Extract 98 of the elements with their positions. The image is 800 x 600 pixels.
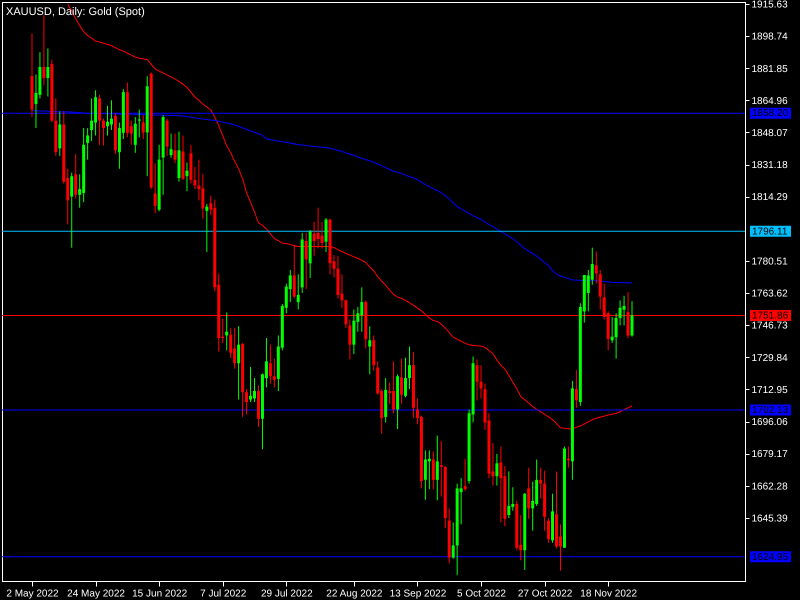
candlestick xyxy=(464,458,467,492)
y-tick-label: 1696.06 xyxy=(752,417,788,428)
x-tick-label: 13 Sep 2022 xyxy=(390,588,447,600)
x-tick-label: 5 Oct 2022 xyxy=(457,588,506,600)
candlestick xyxy=(507,470,510,519)
y-tick-label: 1780.51 xyxy=(752,256,788,268)
candlestick xyxy=(233,328,236,370)
candlestick xyxy=(452,522,455,560)
candlestick xyxy=(142,114,145,140)
y-tick-label: 1662.28 xyxy=(752,481,788,492)
candlestick xyxy=(316,207,320,249)
y-tick-label: 1831.18 xyxy=(752,160,788,172)
candlestick xyxy=(58,110,62,156)
candlestick xyxy=(480,364,483,399)
candlestick xyxy=(174,133,177,164)
candlestick xyxy=(296,274,300,310)
candlestick xyxy=(74,153,78,199)
candlestick xyxy=(312,221,316,256)
candlestick xyxy=(511,486,514,512)
candlestick xyxy=(368,326,372,375)
y-tick-label: 1679.17 xyxy=(752,449,788,460)
candlestick xyxy=(348,319,352,360)
candlestick xyxy=(46,48,50,98)
candlestick xyxy=(292,244,296,299)
y-tick-label: 1848.07 xyxy=(752,128,788,139)
candlestick xyxy=(154,162,157,214)
candlestick xyxy=(574,369,578,408)
candlestick xyxy=(499,446,502,523)
candlestick xyxy=(547,518,550,544)
candlestick xyxy=(352,308,356,354)
x-tick-label: 18 Nov 2022 xyxy=(580,588,638,600)
candlestick xyxy=(566,446,570,468)
candlestick xyxy=(408,346,411,390)
y-tick-label: 1881.85 xyxy=(752,64,788,75)
candlestick xyxy=(201,174,204,220)
candlestick xyxy=(610,316,614,344)
candlestick xyxy=(531,481,534,532)
x-tick-label: 2 May 2022 xyxy=(6,588,60,600)
x-tick-label: 7 Jul 2022 xyxy=(200,588,247,600)
x-tick-label: 22 Aug 2022 xyxy=(326,588,383,600)
candlestick xyxy=(90,98,94,142)
candlestick xyxy=(268,344,272,384)
candlestick xyxy=(185,162,188,192)
candlestick xyxy=(424,450,427,500)
y-tick-label: 1898.74 xyxy=(752,32,788,43)
ref-line-label: 1751.86 xyxy=(752,310,789,322)
x-tick-label: 24 May 2022 xyxy=(67,588,126,600)
candlestick xyxy=(622,295,626,326)
x-tick-label: 29 Jul 2022 xyxy=(260,588,314,600)
candlestick xyxy=(249,366,252,403)
candlestick xyxy=(237,326,240,400)
candlestick xyxy=(110,100,113,130)
candlestick xyxy=(324,218,328,253)
candlestick xyxy=(86,128,90,160)
candlestick xyxy=(436,435,439,501)
candlestick xyxy=(476,358,479,401)
candlestick xyxy=(193,166,196,190)
candlestick xyxy=(495,453,498,486)
candlestick xyxy=(630,300,634,338)
candlestick xyxy=(170,133,173,158)
candlestick xyxy=(106,105,109,136)
y-tick-label: 1763.62 xyxy=(752,288,788,300)
candlestick xyxy=(98,94,102,146)
y-tick-label: 1915.63 xyxy=(752,0,788,11)
candlestick xyxy=(404,357,408,398)
y-tick-label: 1645.39 xyxy=(752,513,788,524)
candlestick xyxy=(253,378,256,403)
candlestick xyxy=(432,450,435,490)
candlestick xyxy=(400,358,404,404)
x-tick-label: 15 Jun 2022 xyxy=(132,588,188,600)
candlestick xyxy=(102,118,106,146)
y-tick-label: 1814.29 xyxy=(752,192,788,204)
candlestick xyxy=(225,312,228,351)
candlestick xyxy=(539,467,542,499)
y-tick-label: 1729.84 xyxy=(752,352,788,364)
x-tick-label: 27 Oct 2022 xyxy=(518,588,573,600)
candlestick xyxy=(527,467,530,520)
candlestick xyxy=(245,388,248,415)
candlestick xyxy=(42,14,46,86)
candlestick xyxy=(440,440,443,498)
candlestick xyxy=(272,358,276,388)
ref-line-label: 1624.95 xyxy=(752,552,789,563)
candlestick xyxy=(320,221,324,249)
candlestick xyxy=(360,286,364,332)
ref-line-label: 1702.13 xyxy=(752,405,789,416)
ref-line-label: 1858.20 xyxy=(752,108,789,120)
candlestick xyxy=(392,360,396,414)
candlestick xyxy=(304,232,308,290)
ref-line-label: 1796.11 xyxy=(752,226,788,238)
candlestick xyxy=(614,312,618,360)
candlestick xyxy=(428,450,431,490)
candlestick xyxy=(70,172,74,248)
y-tick-label: 1712.95 xyxy=(752,384,788,396)
y-tick-label: 1746.73 xyxy=(752,320,788,332)
candlestick xyxy=(618,300,622,326)
candlestick xyxy=(205,203,208,253)
candlestick xyxy=(134,116,137,154)
y-tick-label: 1864.96 xyxy=(752,96,788,107)
